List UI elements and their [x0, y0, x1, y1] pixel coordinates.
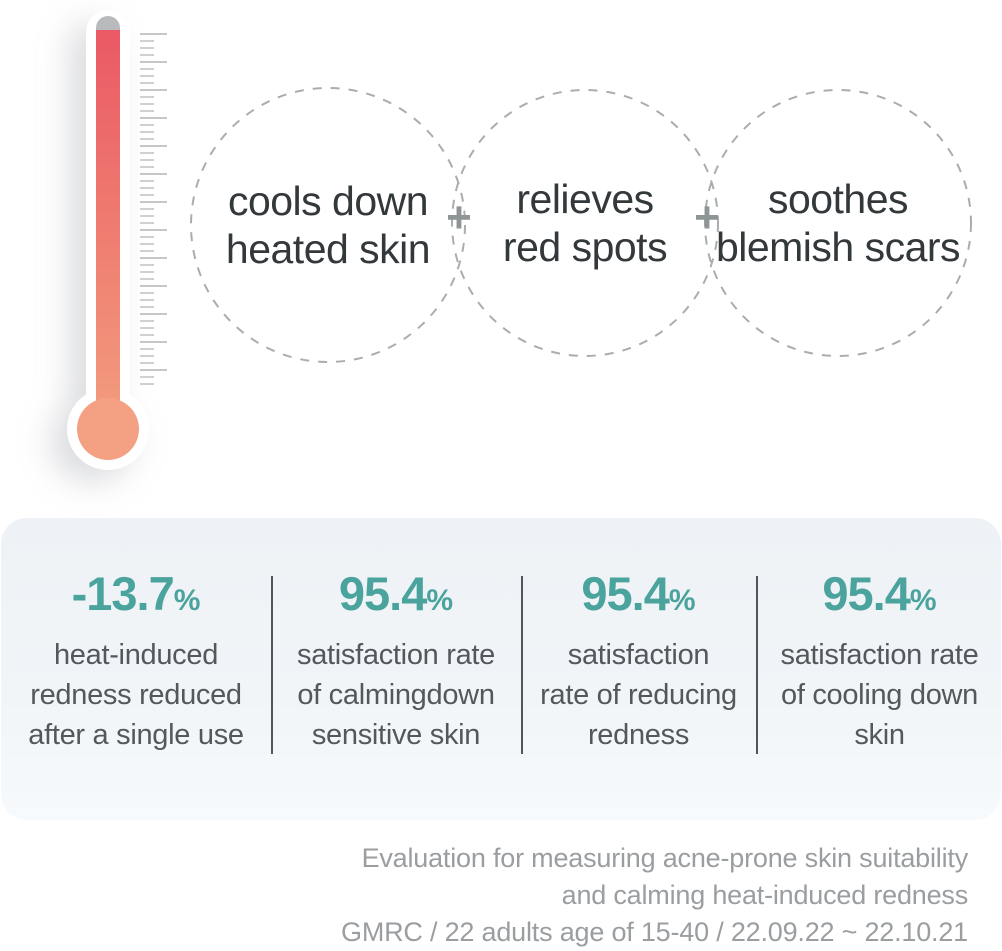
ruler-tick: [140, 236, 154, 238]
ruler-tick: [140, 250, 154, 252]
benefit-2-line-1: relieves: [516, 176, 654, 222]
ruler-tick: [140, 159, 154, 161]
ruler-tick: [140, 320, 154, 322]
stat-value: 95.4%: [521, 568, 756, 627]
ruler-tick: [140, 117, 167, 119]
stat-divider: [271, 576, 273, 754]
ruler-tick: [140, 68, 154, 70]
ruler-tick: [140, 180, 154, 182]
stat-calming-sensitive-skin: 95.4% satisfaction rate of calmingdown s…: [271, 518, 521, 820]
ruler-tick: [140, 152, 154, 154]
ruler-tick: [140, 33, 167, 35]
plus-icon: +: [446, 193, 472, 242]
stat-cooling-down-skin: 95.4% satisfaction rate of cooling down …: [756, 518, 1002, 820]
benefit-circle-3: soothes blemish scars: [705, 89, 971, 357]
ruler-tick: [140, 313, 167, 315]
ruler-tick: [140, 376, 154, 378]
thermometer-bulb: [77, 398, 139, 460]
percent-sign: %: [173, 584, 201, 617]
ruler-tick: [140, 215, 154, 217]
stat-label: heat-induced redness reduced after a sin…: [28, 639, 244, 751]
stat-value: -13.7%: [1, 568, 271, 627]
ruler-tick: [140, 383, 154, 385]
ruler-tick: [140, 229, 167, 231]
ruler-tick: [140, 173, 167, 175]
ruler-tick: [140, 131, 154, 133]
ruler-tick: [140, 278, 154, 280]
study-footnote: Evaluation for measuring acne-prone skin…: [341, 840, 968, 951]
stat-divider: [756, 576, 758, 754]
plus-icon: +: [694, 193, 720, 242]
ruler-tick: [140, 348, 154, 350]
ruler-tick: [140, 166, 154, 168]
stat-divider: [521, 576, 523, 754]
footnote-line-2: and calming heat-induced redness: [561, 880, 969, 910]
dashed-circles-graphic: [190, 87, 972, 363]
ruler-tick: [140, 54, 154, 56]
ruler-tick: [140, 82, 154, 84]
ruler-tick: [140, 306, 154, 308]
stat-label: satisfaction rate of cooling down skin: [780, 639, 979, 751]
stat-label: satisfaction rate of calmingdown sensiti…: [297, 639, 495, 751]
ruler-tick: [140, 369, 167, 371]
ruler-tick: [140, 334, 154, 336]
ruler-tick: [140, 61, 167, 63]
ruler-tick: [140, 187, 154, 189]
benefit-circle-2: relieves red spots: [452, 89, 718, 357]
ruler-tick: [140, 89, 167, 91]
ruler-tick: [140, 257, 167, 259]
ruler-tick: [140, 145, 167, 147]
footnote-line-1: Evaluation for measuring acne-prone skin…: [361, 843, 969, 873]
stat-value: 95.4%: [271, 568, 521, 627]
footnote-line-3: GMRC / 22 adults age of 15-40 / 22.09.22…: [341, 917, 968, 947]
stat-heat-induced-redness: -13.7% heat-induced redness reduced afte…: [1, 518, 271, 820]
ruler-tick: [140, 194, 154, 196]
stat-value: 95.4%: [756, 568, 1002, 627]
ruler-tick: [140, 75, 154, 77]
ruler-tick: [140, 201, 167, 203]
percent-sign: %: [426, 584, 454, 617]
ruler-tick: [140, 285, 167, 287]
ruler-tick: [140, 271, 154, 273]
stat-number: 95.4: [338, 567, 427, 620]
ruler-tick: [140, 222, 154, 224]
stat-label: satisfaction rate of reducing redness: [540, 639, 737, 751]
ruler-tick: [140, 243, 154, 245]
percent-sign: %: [909, 584, 937, 617]
thermometer-mercury-tube: [96, 30, 120, 412]
benefit-2-line-2: red spots: [502, 224, 668, 270]
percent-sign: %: [668, 584, 696, 617]
ruler-tick: [140, 327, 154, 329]
stat-number: 95.4: [822, 567, 910, 620]
ruler-tick: [140, 299, 154, 301]
ruler-tick: [140, 40, 154, 42]
stats-panel: -13.7% heat-induced redness reduced afte…: [1, 518, 1001, 820]
benefit-circle-1: cools down heated skin: [191, 89, 465, 361]
ruler-tick: [140, 341, 167, 343]
benefit-1-line-2: heated skin: [225, 226, 431, 272]
ruler-tick: [140, 355, 154, 357]
stat-reducing-redness: 95.4% satisfaction rate of reducing redn…: [521, 518, 756, 820]
ruler-tick: [140, 264, 154, 266]
benefit-3-line-1: soothes: [767, 176, 909, 222]
benefit-3-line-2: blemish scars: [715, 224, 961, 270]
ruler-tick: [140, 208, 154, 210]
ruler-tick: [140, 47, 154, 49]
ruler-tick: [140, 362, 154, 364]
thermometer-ruler: [140, 33, 170, 393]
benefits-section: cools down heated skin relieves red spot…: [190, 87, 972, 363]
ruler-tick: [140, 96, 154, 98]
ruler-tick: [140, 292, 154, 294]
ruler-tick: [140, 138, 154, 140]
ruler-tick: [140, 124, 154, 126]
ruler-tick: [140, 110, 154, 112]
thermometer-icon: [0, 0, 220, 500]
stat-number: -13.7: [71, 567, 175, 620]
stat-number: 95.4: [581, 567, 669, 620]
benefit-1-line-1: cools down: [227, 178, 429, 224]
ruler-tick: [140, 103, 154, 105]
